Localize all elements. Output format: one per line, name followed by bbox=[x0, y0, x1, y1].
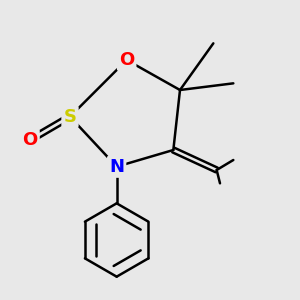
Text: N: N bbox=[109, 158, 124, 176]
Text: O: O bbox=[22, 131, 38, 149]
Text: O: O bbox=[119, 51, 134, 69]
Text: S: S bbox=[64, 108, 76, 126]
